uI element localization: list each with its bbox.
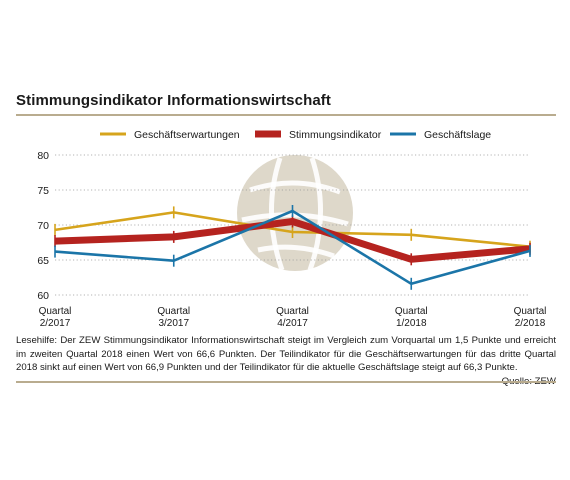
legend: Geschäftserwartungen Stimmungsindikator Ge…: [100, 129, 491, 141]
x-axis: Quartal 2/2017 Quartal 3/2017 Quartal 4/2017 Q…: [39, 306, 547, 329]
x-tick-label: Quartal 2/2018: [514, 306, 547, 329]
globe-watermark-stroke: [307, 157, 324, 271]
y-tick-label: 80: [37, 150, 49, 162]
y-tick-label: 70: [37, 220, 49, 232]
y-tick-label: 60: [37, 290, 49, 302]
legend-label: Geschäftserwartungen: [134, 129, 240, 141]
legend-label: Geschäftslage: [424, 129, 491, 141]
globe-watermark-stroke: [268, 157, 285, 271]
x-tick-label: Quartal 2/2017: [39, 306, 72, 329]
series-lines: [54, 205, 531, 290]
line-chart: Geschäftserwartungen Stimmungsindikator Ge…: [37, 129, 547, 329]
reading-note: Lesehilfe: Der ZEW Stimmungsindikator In…: [16, 334, 556, 388]
globe-watermark-stroke: [241, 212, 349, 227]
globe-watermark-stroke: [249, 180, 341, 195]
top-divider: [16, 114, 556, 116]
x-tick-label: Quartal 1/2018: [395, 306, 428, 329]
legend-label: Stimmungsindikator: [289, 129, 382, 141]
reading-note-text: Lesehilfe: Der ZEW Stimmungsindikator In…: [16, 335, 556, 373]
bottom-divider: [16, 381, 556, 383]
y-tick-label: 65: [37, 255, 49, 267]
x-tick-label: Quartal 4/2017: [276, 306, 309, 329]
y-tick-label: 75: [37, 185, 49, 197]
globe-watermark-stroke: [257, 244, 335, 259]
chart-title: Stimmungsindikator Informationswirtschaf…: [16, 92, 331, 109]
y-axis: 60 65 70 75 80: [37, 150, 49, 302]
x-tick-label: Quartal 3/2017: [157, 306, 190, 329]
